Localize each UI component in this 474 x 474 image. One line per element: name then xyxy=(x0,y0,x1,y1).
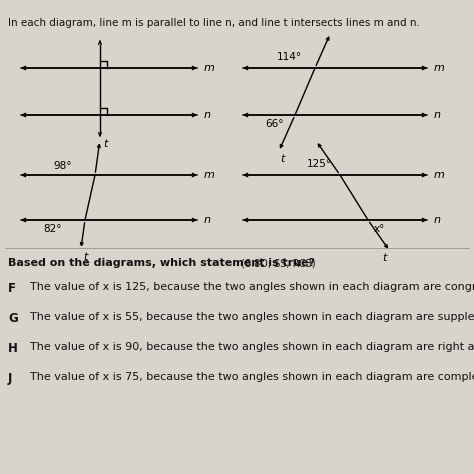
Text: 82°: 82° xyxy=(43,224,62,234)
Text: m: m xyxy=(434,170,445,180)
Text: The value of x is 75, because the two angles shown in each diagram are complemen: The value of x is 75, because the two an… xyxy=(30,372,474,382)
Text: n: n xyxy=(434,215,441,225)
Text: G: G xyxy=(8,312,18,325)
Text: In each diagram, line m is parallel to line n, and line t intersects lines m and: In each diagram, line m is parallel to l… xyxy=(8,18,420,28)
Text: n: n xyxy=(204,110,211,120)
Text: n: n xyxy=(204,215,211,225)
Text: t: t xyxy=(281,154,285,164)
Text: The value of x is 125, because the two angles shown in each diagram are congruen: The value of x is 125, because the two a… xyxy=(30,282,474,292)
Text: t: t xyxy=(103,139,108,149)
Text: 66°: 66° xyxy=(265,119,283,129)
Text: The value of x is 55, because the two angles shown in each diagram are supplemen: The value of x is 55, because the two an… xyxy=(30,312,474,322)
Text: m: m xyxy=(204,170,215,180)
Text: n: n xyxy=(434,110,441,120)
Text: t: t xyxy=(382,253,386,263)
Text: H: H xyxy=(8,342,18,355)
Text: F: F xyxy=(8,282,16,295)
Text: x°: x° xyxy=(374,224,385,234)
Text: Based on the diagrams, which statement is true?: Based on the diagrams, which statement i… xyxy=(8,258,315,268)
Text: (8.8D, SS, RC3): (8.8D, SS, RC3) xyxy=(238,258,316,268)
Text: 98°: 98° xyxy=(53,161,72,171)
Text: J: J xyxy=(8,372,12,385)
Text: m: m xyxy=(204,63,215,73)
Text: The value of x is 90, because the two angles shown in each diagram are right ang: The value of x is 90, because the two an… xyxy=(30,342,474,352)
Text: 125°: 125° xyxy=(307,159,332,169)
Text: m: m xyxy=(434,63,445,73)
Text: 114°: 114° xyxy=(277,52,302,62)
Text: t: t xyxy=(83,252,87,262)
